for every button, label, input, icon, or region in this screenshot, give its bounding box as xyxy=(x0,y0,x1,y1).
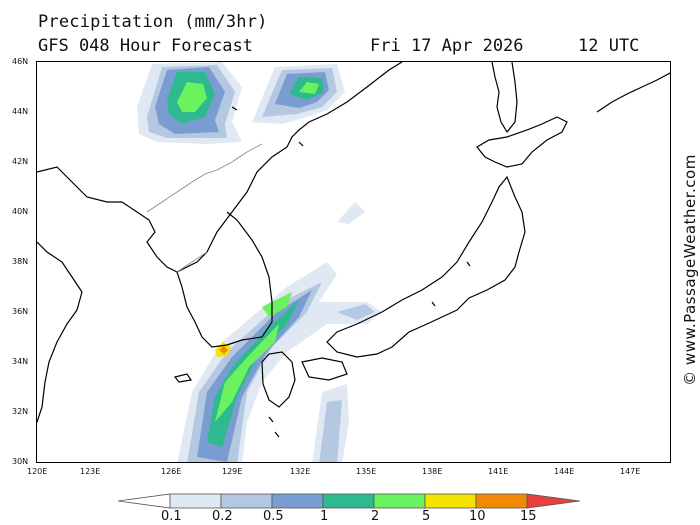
kyushu-coast xyxy=(261,351,296,408)
precipitation-colorbar xyxy=(118,493,581,509)
chart-title: Precipitation (mm/3hr) xyxy=(38,12,268,32)
precip-area-north xyxy=(137,62,365,224)
precipitation-map xyxy=(36,61,671,463)
sea-islands xyxy=(231,106,471,438)
lon-label-144e: 144E xyxy=(554,467,575,476)
lat-label-30n: 30N xyxy=(12,457,29,466)
lon-label-120e: 120E xyxy=(27,467,48,476)
lon-label-138e: 138E xyxy=(422,467,443,476)
lat-label-32n: 32N xyxy=(12,407,29,416)
lon-label-147e: 147E xyxy=(620,467,641,476)
colorbar-segment-1 xyxy=(169,493,222,509)
lat-label-42n: 42N xyxy=(12,157,29,166)
colorbar-label-10: 10 xyxy=(469,509,486,524)
lat-label-34n: 34N xyxy=(12,357,29,366)
precip-area-south xyxy=(177,262,382,462)
kuril-coast xyxy=(596,72,670,113)
honshu-coast xyxy=(326,175,526,358)
colorbar-segment-6 xyxy=(424,493,477,509)
shikoku-coast xyxy=(301,357,348,381)
forecast-date: Fri 17 Apr 2026 xyxy=(370,36,524,56)
colorbar-label-0-2: 0.2 xyxy=(212,509,233,524)
colorbar-segment-5 xyxy=(373,493,426,509)
country-borders xyxy=(146,143,263,273)
hokkaido-coast xyxy=(476,116,568,168)
lon-label-141e: 141E xyxy=(488,467,509,476)
colorbar-segment-3 xyxy=(271,493,324,509)
lon-label-132e: 132E xyxy=(290,467,311,476)
lon-label-126e: 126E xyxy=(161,467,182,476)
map-canvas xyxy=(37,62,670,462)
forecast-time: 12 UTC xyxy=(578,36,640,56)
forecast-model: GFS 048 Hour Forecast xyxy=(38,36,253,56)
lat-label-40n: 40N xyxy=(12,207,29,216)
lat-label-44n: 44N xyxy=(12,107,29,116)
lat-label-38n: 38N xyxy=(12,257,29,266)
lon-label-129e: 129E xyxy=(222,467,243,476)
credit-text: © www.PassageWeather.com xyxy=(681,154,699,386)
colorbar-segment-7 xyxy=(475,493,528,509)
colorbar-segment-0 xyxy=(118,493,171,509)
colorbar-label-0-1: 0.1 xyxy=(161,509,182,524)
colorbar-label-2: 2 xyxy=(371,509,380,524)
coastlines xyxy=(37,62,670,438)
colorbar-label-5: 5 xyxy=(422,509,431,524)
lat-label-36n: 36N xyxy=(12,307,29,316)
colorbar-segment-8 xyxy=(526,493,581,509)
colorbar-label-15: 15 xyxy=(520,509,537,524)
jeju-coast xyxy=(173,373,193,383)
sakhalin-coast xyxy=(491,62,518,134)
lat-label-46n: 46N xyxy=(12,57,29,66)
china-coast xyxy=(37,241,83,423)
lon-label-135e: 135E xyxy=(356,467,377,476)
asia-mainland-coast xyxy=(37,62,403,273)
colorbar-segment-2 xyxy=(220,493,273,509)
colorbar-label-0-5: 0.5 xyxy=(263,509,284,524)
korea-coast xyxy=(176,211,273,348)
colorbar-label-1: 1 xyxy=(320,509,329,524)
colorbar-segment-4 xyxy=(322,493,375,509)
lon-label-123e: 123E xyxy=(80,467,101,476)
